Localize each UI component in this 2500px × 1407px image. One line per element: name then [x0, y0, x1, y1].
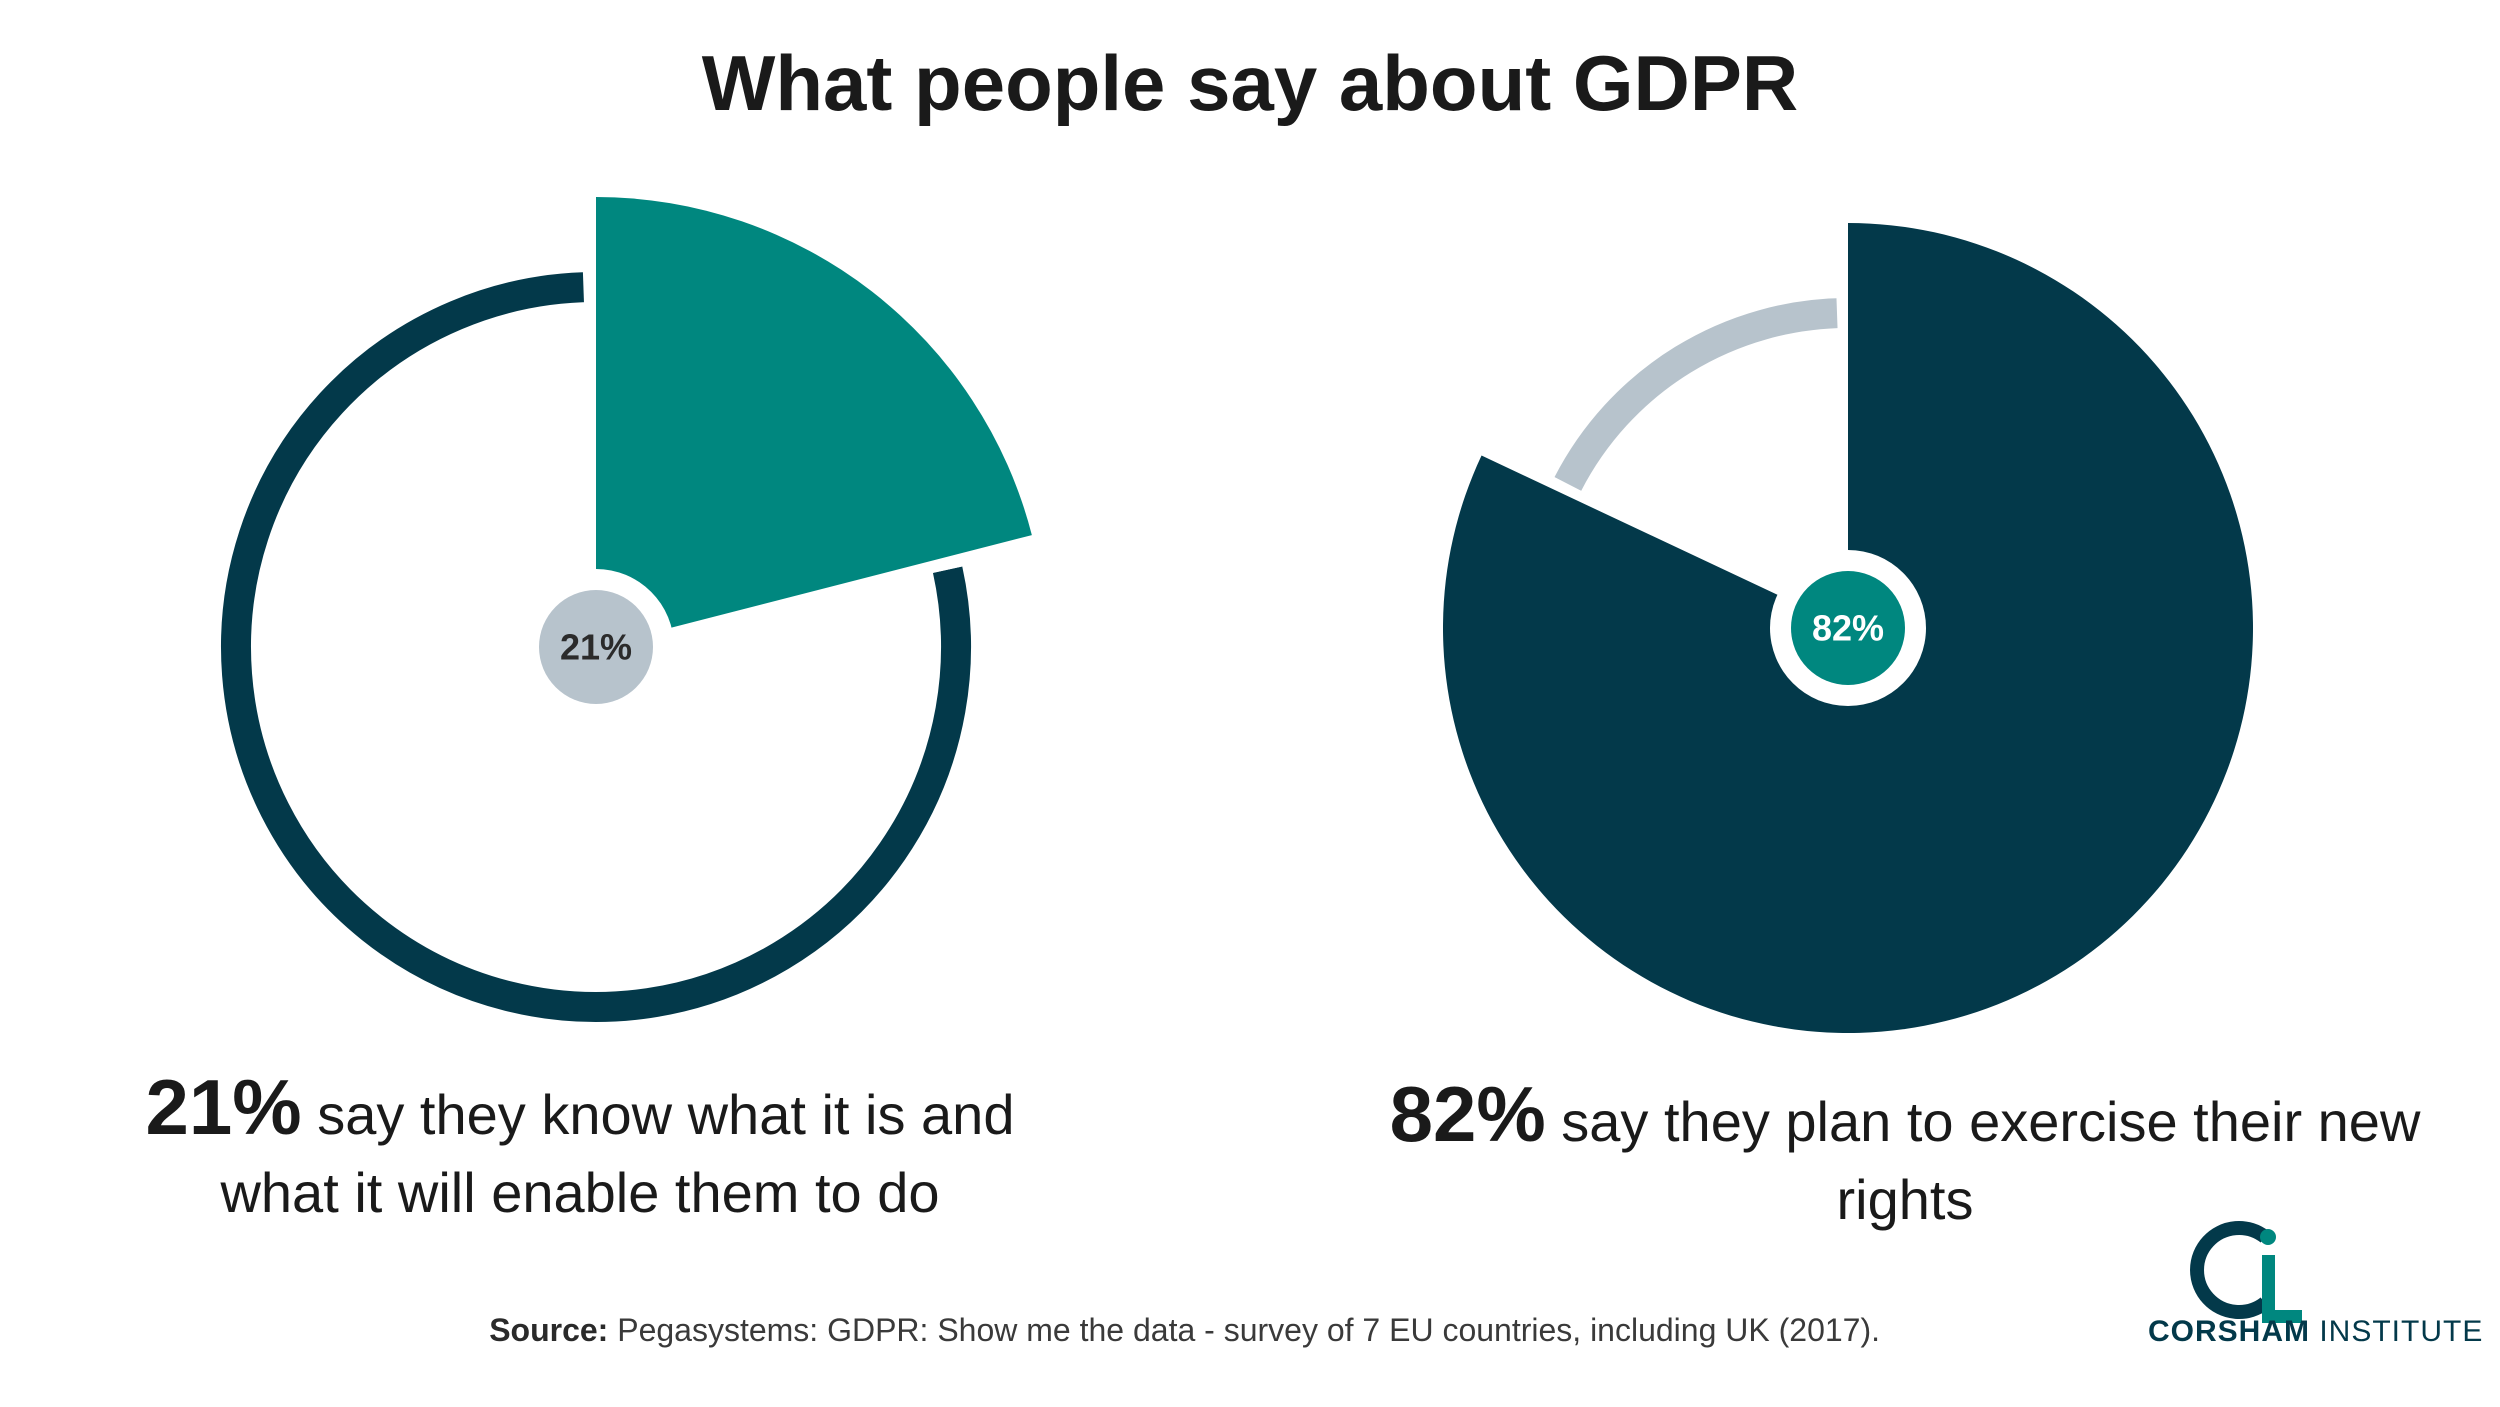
caption-text: say they plan to exercise their new righ… [1561, 1090, 2421, 1231]
caption-value: 82% [1389, 1070, 1546, 1158]
corsham-logo-icon [2190, 1221, 2302, 1323]
pie-chart-21: 21% [221, 167, 1065, 1022]
center-dot [539, 590, 653, 704]
caption-left: 21% say they know what it is and what it… [80, 1068, 1080, 1232]
remainder-ring [1554, 298, 1846, 491]
logo-word-bold: CORSHAM [2148, 1315, 2310, 1348]
caption-value: 21% [145, 1063, 302, 1151]
highlight-wedge [596, 197, 1032, 647]
chart-title: What people say about GDPR [701, 39, 1799, 127]
remainder-ring [221, 272, 971, 1022]
logo-word-rest: INSTITUTE [2319, 1315, 2484, 1348]
source-label: Source: [489, 1312, 609, 1348]
source-text: Pegasystems: GDPR: Show me the data - su… [617, 1312, 1880, 1348]
pie-chart-82: 82% [1413, 193, 2283, 1063]
source-note: Source: Pegasystems: GDPR: Show me the d… [0, 1312, 1880, 1349]
center-value-label: 82% [1812, 608, 1884, 649]
caption-right: 82% say they plan to exercise their new … [1365, 1075, 2445, 1239]
center-value-label: 21% [560, 627, 632, 668]
center-dot [1791, 571, 1905, 685]
caption-text: say they know what it is and what it wil… [220, 1083, 1015, 1224]
logo-wordmark: CORSHAM INSTITUTE [2148, 1315, 2483, 1349]
